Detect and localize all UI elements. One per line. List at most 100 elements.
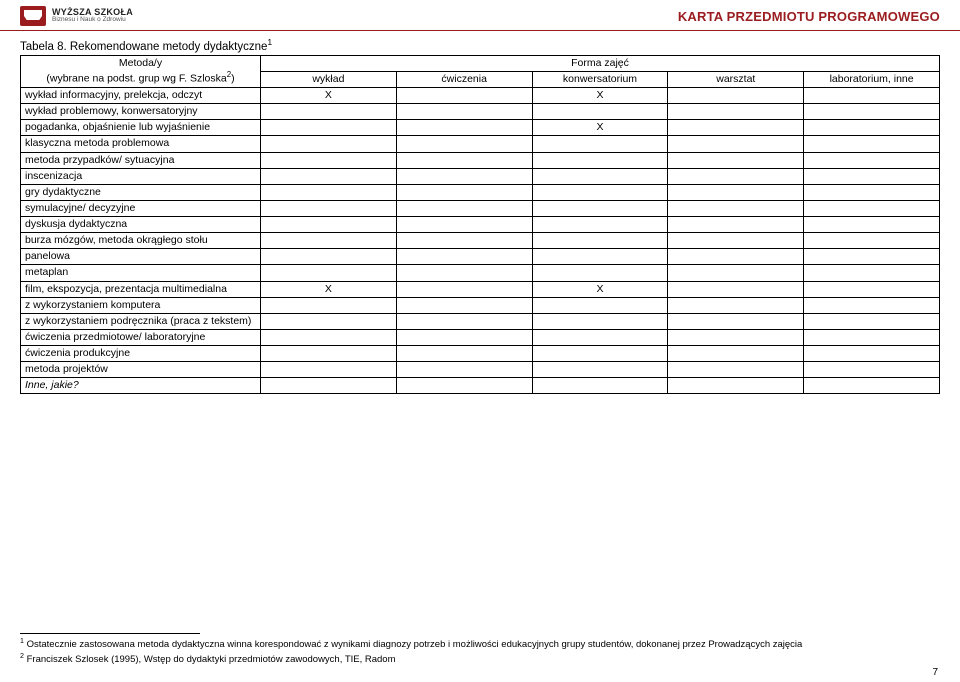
row-label: Inne, jakie?: [21, 378, 261, 394]
cell-mark: [804, 88, 940, 104]
table-row: ćwiczenia przedmiotowe/ laboratoryjne: [21, 329, 940, 345]
cell-mark: [668, 184, 804, 200]
table-row: metaplan: [21, 265, 940, 281]
cell-mark: [668, 378, 804, 394]
cell-mark: [261, 378, 397, 394]
cell-mark: [532, 152, 668, 168]
cell-mark: [396, 152, 532, 168]
footnote-rule: [20, 633, 200, 634]
cell-mark: [396, 184, 532, 200]
cell-mark: [261, 168, 397, 184]
col0-line2-prefix: (wybrane na podst. grup wg F. Szloska: [46, 73, 226, 85]
cell-mark: [261, 184, 397, 200]
row-label: metoda projektów: [21, 362, 261, 378]
table-row: wykład problemowy, konwersatoryjny: [21, 104, 940, 120]
content-area: Tabela 8. Rekomendowane metody dydaktycz…: [0, 31, 960, 394]
row-label: film, ekspozycja, prezentacja multimedia…: [21, 281, 261, 297]
col-header: wykład: [261, 71, 397, 87]
cell-mark: [261, 152, 397, 168]
table-row: dyskusja dydaktyczna: [21, 217, 940, 233]
cell-mark: [396, 120, 532, 136]
cell-mark: [532, 378, 668, 394]
cell-mark: [261, 104, 397, 120]
table-caption-text: Tabela 8. Rekomendowane metody dydaktycz…: [20, 41, 267, 53]
cell-mark: [804, 136, 940, 152]
cell-mark: X: [532, 120, 668, 136]
cell-mark: [804, 297, 940, 313]
cell-mark: [396, 281, 532, 297]
table-row: gry dydaktyczne: [21, 184, 940, 200]
table-caption: Tabela 8. Rekomendowane metody dydaktycz…: [20, 37, 940, 53]
cell-mark: [532, 200, 668, 216]
cell-mark: [532, 249, 668, 265]
cell-mark: [396, 136, 532, 152]
table-row: film, ekspozycja, prezentacja multimedia…: [21, 281, 940, 297]
table-row: wykład informacyjny, prelekcja, odczytXX: [21, 88, 940, 104]
cell-mark: [668, 136, 804, 152]
cell-mark: [668, 313, 804, 329]
table-row: z wykorzystaniem komputera: [21, 297, 940, 313]
table-row: burza mózgów, metoda okrągłego stołu: [21, 233, 940, 249]
cell-mark: [804, 168, 940, 184]
cell-mark: [804, 249, 940, 265]
cell-mark: [804, 184, 940, 200]
footnotes: 1 Ostatecznie zastosowana metoda dydakty…: [20, 633, 940, 666]
logo: WYŻSZA SZKOŁA Biznesu i Nauk o Zdrowiu: [20, 6, 133, 26]
col-header: warsztat: [668, 71, 804, 87]
table-row: metoda projektów: [21, 362, 940, 378]
logo-text-bottom: Biznesu i Nauk o Zdrowiu: [52, 17, 133, 24]
cell-mark: [804, 120, 940, 136]
cell-mark: [532, 233, 668, 249]
cell-mark: [396, 346, 532, 362]
cell-mark: [396, 200, 532, 216]
cell-mark: [532, 184, 668, 200]
cell-mark: [532, 104, 668, 120]
cell-mark: [261, 120, 397, 136]
cell-mark: [396, 313, 532, 329]
col-header-method: Metoda/y (wybrane na podst. grup wg F. S…: [21, 55, 261, 87]
col-header: ćwiczenia: [396, 71, 532, 87]
row-label: wykład informacyjny, prelekcja, odczyt: [21, 88, 261, 104]
cell-mark: [804, 233, 940, 249]
cell-mark: [668, 329, 804, 345]
table-row: z wykorzystaniem podręcznika (praca z te…: [21, 313, 940, 329]
page-number: 7: [932, 667, 938, 678]
cell-mark: [261, 136, 397, 152]
row-label: pogadanka, objaśnienie lub wyjaśnienie: [21, 120, 261, 136]
document-type-title: KARTA PRZEDMIOTU PROGRAMOWEGO: [678, 9, 940, 24]
cell-mark: [804, 329, 940, 345]
cell-mark: [804, 152, 940, 168]
logo-shield-icon: [20, 6, 46, 26]
cell-mark: [396, 233, 532, 249]
table-head: Metoda/y (wybrane na podst. grup wg F. S…: [21, 55, 940, 87]
col-header: laboratorium, inne: [804, 71, 940, 87]
cell-mark: [261, 233, 397, 249]
footnote-2: 2 Franciszek Szlosek (1995), Wstęp do dy…: [20, 652, 940, 667]
logo-text: WYŻSZA SZKOŁA Biznesu i Nauk o Zdrowiu: [52, 8, 133, 24]
cell-mark: [804, 346, 940, 362]
cell-mark: [668, 217, 804, 233]
row-label: klasyczna metoda problemowa: [21, 136, 261, 152]
cell-mark: [396, 265, 532, 281]
cell-mark: [804, 104, 940, 120]
cell-mark: X: [532, 88, 668, 104]
methods-table: Metoda/y (wybrane na podst. grup wg F. S…: [20, 55, 940, 395]
table-row: pogadanka, objaśnienie lub wyjaśnienie X: [21, 120, 940, 136]
footnote-2-text: Franciszek Szlosek (1995), Wstęp do dyda…: [24, 654, 396, 665]
cell-mark: [261, 265, 397, 281]
cell-mark: [396, 378, 532, 394]
row-label: metaplan: [21, 265, 261, 281]
cell-mark: [396, 329, 532, 345]
cell-mark: X: [532, 281, 668, 297]
footnote-1-text: Ostatecznie zastosowana metoda dydaktycz…: [24, 639, 802, 650]
cell-mark: [804, 378, 940, 394]
cell-mark: [804, 217, 940, 233]
cell-mark: [261, 329, 397, 345]
table-row: symulacyjne/ decyzyjne: [21, 200, 940, 216]
cell-mark: [668, 88, 804, 104]
cell-mark: [261, 249, 397, 265]
col0-line2-suffix: ): [231, 73, 235, 85]
table-row: klasyczna metoda problemowa: [21, 136, 940, 152]
row-label: inscenizacja: [21, 168, 261, 184]
row-label: metoda przypadków/ sytuacyjna: [21, 152, 261, 168]
